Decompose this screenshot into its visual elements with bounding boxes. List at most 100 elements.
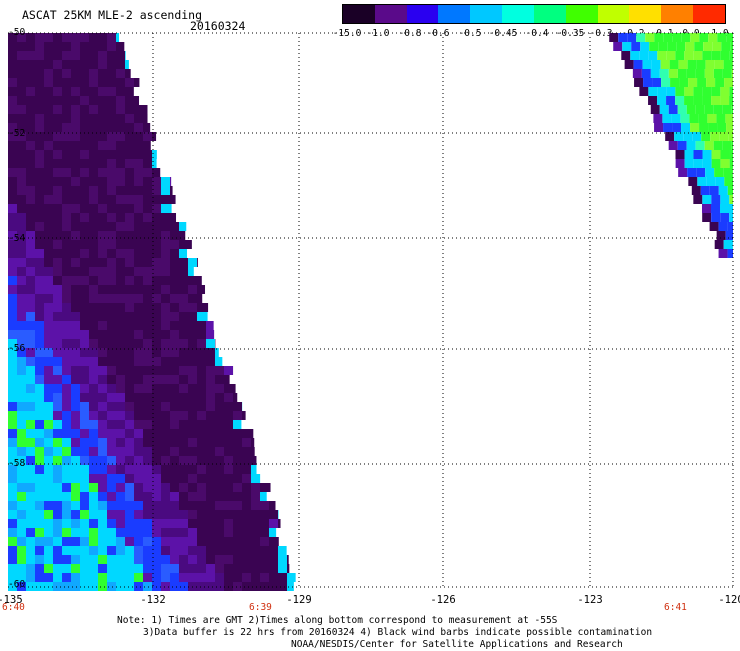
swath-cell — [89, 303, 98, 312]
swath-cell — [107, 312, 116, 321]
swath-cell — [17, 267, 26, 276]
swath-cell — [8, 213, 17, 222]
swath-cell — [224, 492, 233, 501]
swath-cell — [652, 78, 661, 87]
swath-cell — [134, 105, 143, 114]
swath-cell — [161, 438, 170, 447]
swath-cell — [705, 69, 714, 78]
swath-cell — [35, 528, 44, 537]
swath-cell — [35, 285, 44, 294]
swath-cell — [116, 474, 125, 483]
swath-cell — [116, 546, 125, 555]
swath-cell — [89, 429, 98, 438]
swath-cell — [143, 510, 152, 519]
swath-cell — [107, 483, 116, 492]
swath-cell — [125, 564, 134, 573]
swath-cell — [80, 96, 89, 105]
swath-cell — [188, 420, 197, 429]
swath-cell — [8, 483, 17, 492]
swath-cell — [35, 375, 44, 384]
swath-cell — [188, 483, 197, 492]
swath-cell — [242, 492, 251, 501]
swath-cell — [107, 114, 116, 123]
swath-cell — [170, 528, 179, 537]
swath-cell — [170, 294, 179, 303]
swath-cell — [89, 42, 98, 51]
swath-cell — [71, 87, 80, 96]
swath-cell — [224, 474, 233, 483]
swath-cell — [71, 42, 80, 51]
swath-cell — [53, 510, 62, 519]
swath-cell — [62, 411, 71, 420]
swath-cell — [26, 492, 35, 501]
swath-cell — [89, 204, 98, 213]
lon-label: -120 — [718, 594, 740, 606]
swath-cell — [269, 510, 278, 519]
swath-cell — [179, 420, 188, 429]
swath-cell — [670, 60, 679, 69]
swath-cell — [80, 411, 89, 420]
swath-cell — [26, 573, 35, 582]
swath-cell — [107, 384, 116, 393]
swath-cell — [125, 51, 126, 60]
swath-cell — [35, 402, 44, 411]
swath-cell — [89, 465, 98, 474]
swath-cell — [134, 204, 143, 213]
swath-cell — [107, 249, 116, 258]
swath-cell — [687, 141, 696, 150]
swath-cell — [116, 123, 125, 132]
swath-cell — [71, 249, 80, 258]
swath-cell — [80, 105, 89, 114]
swath-cell — [71, 555, 80, 564]
swath-cell — [134, 411, 143, 420]
swath-cell — [62, 132, 71, 141]
swath-cell — [134, 582, 143, 591]
swath-cell — [715, 78, 724, 87]
swath-cell — [80, 438, 89, 447]
swath-cell — [224, 375, 230, 384]
swath-cell — [675, 87, 684, 96]
swath-cell — [134, 429, 143, 438]
swath-cell — [8, 51, 17, 60]
swath-cell — [80, 510, 89, 519]
swath-cell — [116, 51, 125, 60]
swath-cell — [724, 177, 733, 186]
swath-cell — [53, 240, 62, 249]
swath-cell — [80, 204, 89, 213]
swath-cell — [143, 141, 151, 150]
swath-cell — [260, 483, 269, 492]
swath-cell — [26, 285, 35, 294]
swath-cell — [125, 393, 134, 402]
swath-cell — [44, 420, 53, 429]
swath-cell — [621, 51, 630, 60]
swath-cell — [17, 411, 26, 420]
swath-cell — [53, 573, 62, 582]
swath-cell — [116, 339, 125, 348]
swath-cell — [134, 195, 143, 204]
swath-cell — [197, 492, 206, 501]
swath-cell — [242, 555, 251, 564]
swath-cell — [134, 303, 143, 312]
swath-cell — [161, 231, 170, 240]
swath-cell — [134, 537, 143, 546]
swath-cell — [62, 573, 71, 582]
swath-cell — [98, 447, 107, 456]
swath-cell — [143, 123, 150, 132]
swath-cell — [107, 375, 116, 384]
lat-label: -56 — [8, 343, 25, 354]
swath-cell — [134, 222, 143, 231]
swath-cell — [161, 492, 170, 501]
swath-cell — [98, 564, 107, 573]
swath-cell — [71, 276, 80, 285]
swath-cell — [80, 447, 89, 456]
swath-cell — [98, 249, 107, 258]
swath-cell — [80, 474, 89, 483]
swath-cell — [89, 321, 98, 330]
time-label: 6:39 — [249, 602, 272, 613]
swath-cell — [107, 411, 116, 420]
swath-cell — [179, 411, 188, 420]
swath-cell — [712, 159, 721, 168]
swath-cell — [116, 168, 125, 177]
swath-cell — [260, 519, 269, 528]
swath-cell — [188, 375, 197, 384]
